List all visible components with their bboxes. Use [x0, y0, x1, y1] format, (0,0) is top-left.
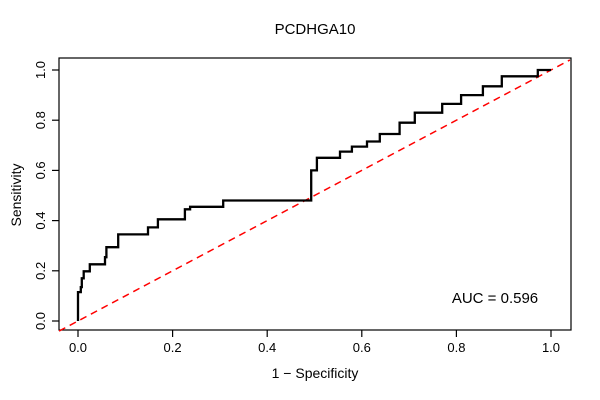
- x-tick-label: 1.0: [542, 340, 560, 355]
- y-tick-label: 0.2: [33, 262, 48, 280]
- x-tick-label: 0.2: [164, 340, 182, 355]
- auc-annotation: AUC = 0.596: [451, 290, 539, 307]
- y-tick-label: 0.8: [33, 111, 48, 129]
- y-tick-label: 1.0: [33, 61, 48, 79]
- x-axis-label: 1 − Specificity: [271, 365, 359, 381]
- x-tick-label: 0.6: [353, 340, 371, 355]
- chart-title: PCDHGA10: [274, 21, 356, 38]
- x-tick-label: 0.8: [447, 340, 465, 355]
- x-tick-label: 0.0: [69, 340, 87, 355]
- roc-curve: [76, 68, 551, 321]
- y-axis-label: Sensitivity: [8, 163, 24, 227]
- chance-diagonal-line: [58, 59, 571, 332]
- x-tick-label: 0.4: [258, 340, 276, 355]
- y-tick-label: 0.6: [33, 161, 48, 179]
- y-tick-label: 0.4: [33, 212, 48, 230]
- y-tick-label: 0.0: [33, 312, 48, 330]
- plot-box: [58, 57, 572, 331]
